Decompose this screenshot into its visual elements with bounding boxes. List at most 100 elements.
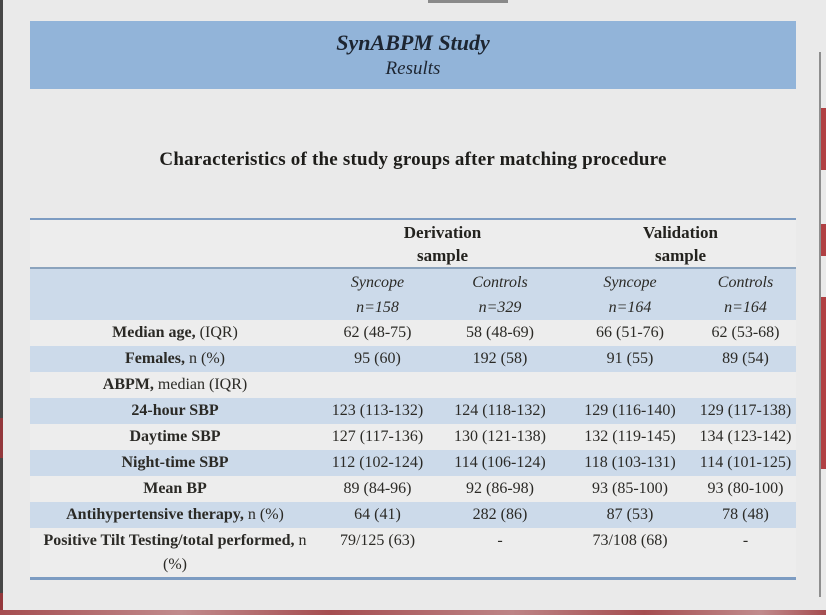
row-label: 24-hour SBP: [30, 398, 320, 424]
column-header-spacer: [30, 268, 320, 320]
group-header-row: Derivation sample Validation sample: [30, 219, 796, 269]
table-row-mean-bp: Mean BP 89 (84-96) 92 (86-98) 93 (85-100…: [30, 476, 796, 502]
row-label-bold: 24-hour SBP: [131, 402, 219, 419]
row-label-rest: (IQR): [195, 324, 238, 341]
row-label: Night-time SBP: [30, 450, 320, 476]
cell-value: 282 (86): [472, 506, 528, 523]
row-label: Median age, (IQR): [30, 320, 320, 346]
row-label: Mean BP: [30, 476, 320, 502]
table-row-24-hour-sbp: 24-hour SBP 123 (113-132) 124 (118-132) …: [30, 398, 796, 424]
row-label-bold: Positive Tilt Testing/total performed,: [43, 532, 295, 549]
cell-value: 118 (103-131): [584, 454, 676, 471]
cell-value: 92 (86-98): [466, 480, 534, 497]
cell-value: 124 (118-132): [454, 402, 546, 419]
slide-title: SynABPM Study: [336, 30, 490, 56]
column-header-n: n=164: [724, 298, 767, 316]
cell-value: 89 (84-96): [343, 480, 412, 497]
table-row-night-time-sbp: Night-time SBP 112 (102-124) 114 (106-12…: [30, 450, 796, 476]
cell-value: [320, 372, 435, 398]
table-title: Characteristics of the study groups afte…: [159, 149, 667, 170]
row-label: Positive Tilt Testing/total performed, n…: [30, 528, 320, 579]
cell-value: 114 (106-124): [454, 454, 546, 471]
cell-value: -: [497, 532, 503, 549]
cell-value: 132 (119-145): [584, 428, 676, 445]
table-row-median-age: Median age, (IQR) 62 (48-75) 58 (48-69) …: [30, 320, 796, 346]
cell-value: [435, 372, 565, 398]
cell-value: 62 (53-68): [711, 324, 780, 341]
video-edge-right-red: [821, 297, 826, 469]
cell-value: [565, 372, 695, 398]
column-header-derivation-controls: Controls n=329: [435, 268, 565, 320]
row-label-bold: Night-time SBP: [121, 454, 229, 471]
column-header-n: n=329: [478, 298, 522, 316]
cell-value: 58 (48-69): [466, 324, 534, 341]
cell-value: 93 (80-100): [707, 480, 784, 497]
cell-value: 87 (53): [606, 506, 654, 523]
group-header-derivation-line2: sample: [417, 245, 468, 265]
cell-value: 130 (121-138): [454, 428, 546, 445]
cell-value: 73/108 (68): [592, 532, 668, 549]
column-header-validation-syncope: Syncope n=164: [565, 268, 695, 320]
table-row-antihypertensive-therapy: Antihypertensive therapy, n (%) 64 (41) …: [30, 502, 796, 528]
column-header-name: Controls: [717, 273, 774, 291]
results-table: Derivation sample Validation sample Sync…: [30, 218, 796, 580]
column-header-name: Syncope: [603, 273, 657, 291]
group-header-spacer: [30, 219, 320, 269]
row-label-rest: median (IQR): [153, 376, 248, 393]
row-label-bold: Daytime SBP: [129, 428, 221, 445]
video-edge-left: [0, 0, 3, 615]
row-label-bold: Median age,: [112, 324, 196, 341]
column-header-row: Syncope n=158 Controls n=329 Syncope n=1…: [30, 268, 796, 320]
row-label-rest: n (%): [243, 506, 284, 523]
cell-value: 112 (102-124): [331, 454, 424, 471]
cell-value: 127 (117-136): [331, 428, 424, 445]
row-label-bold: Mean BP: [143, 480, 207, 497]
row-label-rest: n (%): [185, 350, 225, 367]
group-header-derivation: Derivation sample: [320, 219, 565, 269]
cell-value: 62 (48-75): [343, 324, 412, 341]
column-header-name: Syncope: [350, 273, 405, 291]
cell-value: 91 (55): [606, 350, 654, 367]
column-header-n: n=158: [356, 298, 399, 316]
video-edge-right: [819, 52, 821, 597]
column-header-n: n=164: [608, 298, 652, 316]
column-header-derivation-syncope: Syncope n=158: [320, 268, 435, 320]
row-label-bold: Females,: [125, 350, 185, 367]
video-edge-left-red: [0, 418, 3, 458]
slide-subtitle: Results: [385, 57, 441, 79]
row-label-bold: Antihypertensive therapy,: [66, 506, 244, 523]
cell-value: 114 (101-125): [699, 454, 792, 471]
video-edge-left-red: [0, 593, 3, 615]
video-edge-right-red: [821, 108, 826, 170]
cell-value: 89 (54): [722, 350, 769, 367]
table-row-daytime-sbp: Daytime SBP 127 (117-136) 130 (121-138) …: [30, 424, 796, 450]
cell-value: 78 (48): [722, 506, 769, 523]
row-label: Antihypertensive therapy, n (%): [30, 502, 320, 528]
cell-value: [695, 372, 796, 398]
cell-value: 134 (123-142): [699, 428, 792, 445]
group-header-validation-line1: Validation: [643, 222, 718, 242]
table-row-positive-tilt-testing: Positive Tilt Testing/total performed, n…: [30, 528, 796, 579]
cell-value: 93 (85-100): [592, 480, 668, 497]
cell-value: 129 (117-138): [699, 402, 792, 419]
table-row-females: Females, n (%) 95 (60) 192 (58) 91 (55) …: [30, 346, 796, 372]
row-label-rest: n (%): [163, 532, 307, 573]
cell-value: 123 (113-132): [331, 402, 424, 419]
table-row-abpm: ABPM, median (IQR): [30, 372, 796, 398]
cell-value: 66 (51-76): [596, 324, 664, 341]
group-header-validation-line2: sample: [655, 245, 706, 265]
slide-title-banner: SynABPM Study Results: [30, 21, 796, 89]
row-label: Females, n (%): [30, 346, 320, 372]
cell-value: 79/125 (63): [339, 532, 416, 549]
column-header-validation-controls: Controls n=164: [695, 268, 796, 320]
cell-value: 64 (41): [354, 506, 401, 523]
video-edge-bottom: [0, 610, 826, 615]
cell-value: 95 (60): [354, 350, 401, 367]
video-edge-top-smudge: [428, 0, 508, 3]
row-label: ABPM, median (IQR): [30, 372, 320, 398]
cell-value: -: [742, 532, 749, 549]
video-edge-right-red: [821, 224, 826, 256]
cell-value: 129 (116-140): [584, 402, 676, 419]
cell-value: 192 (58): [472, 350, 528, 367]
